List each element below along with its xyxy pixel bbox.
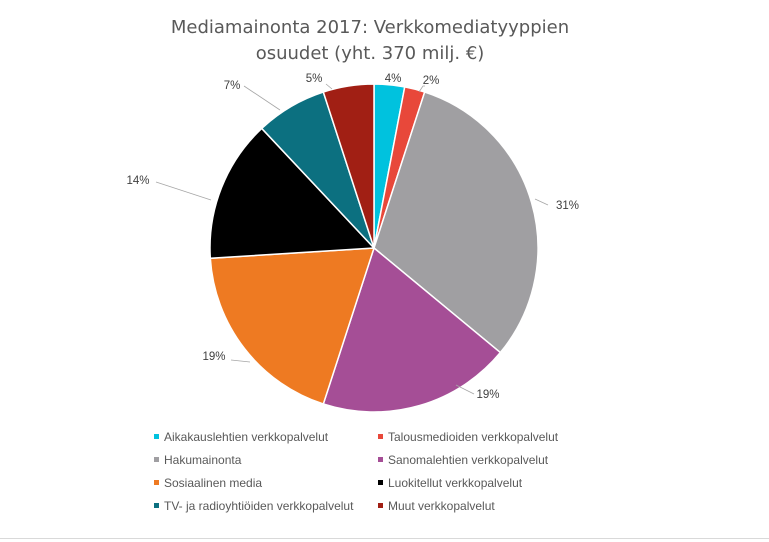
chart-title-line-2: osuudet (yht. 370 milj. €) bbox=[256, 43, 485, 64]
legend-item-8: Muut verkkopalvelut bbox=[378, 499, 495, 513]
leader-line-5 bbox=[230, 359, 251, 363]
legend-item-2: Talousmedioiden verkkopalvelut bbox=[378, 430, 559, 444]
legend-swatch-7 bbox=[154, 503, 159, 508]
legend-item-7: TV- ja radioyhtiöiden verkkopalvelut bbox=[154, 499, 354, 513]
legend-label-7: TV- ja radioyhtiöiden verkkopalvelut bbox=[164, 499, 354, 513]
legend-swatch-6 bbox=[378, 480, 383, 485]
data-label-4: 19% bbox=[476, 389, 499, 401]
leader-line-6 bbox=[155, 181, 212, 201]
legend-label-3: Hakumainonta bbox=[164, 453, 242, 467]
pie-slices bbox=[209, 83, 539, 413]
legend: Aikakauslehtien verkkopalvelut Talousmedi… bbox=[154, 430, 559, 513]
leader-line-2 bbox=[418, 85, 425, 93]
data-label-8: 5% bbox=[306, 73, 323, 85]
data-label-6: 14% bbox=[126, 175, 149, 187]
legend-item-4: Sanomalehtien verkkopalvelut bbox=[378, 453, 549, 467]
data-label-2: 2% bbox=[423, 75, 440, 87]
legend-swatch-4 bbox=[378, 457, 383, 462]
legend-label-2: Talousmedioiden verkkopalvelut bbox=[388, 430, 559, 444]
bottom-border bbox=[0, 538, 769, 539]
legend-swatch-2 bbox=[378, 434, 383, 439]
legend-label-5: Sosiaalinen media bbox=[164, 476, 262, 490]
legend-swatch-3 bbox=[154, 457, 159, 462]
legend-item-5: Sosiaalinen media bbox=[154, 476, 262, 490]
legend-item-3: Hakumainonta bbox=[154, 453, 242, 467]
data-label-7: 7% bbox=[224, 80, 241, 92]
legend-item-1: Aikakauslehtien verkkopalvelut bbox=[154, 430, 329, 444]
legend-swatch-8 bbox=[378, 503, 383, 508]
leader-line-4 bbox=[455, 384, 475, 395]
legend-label-1: Aikakauslehtien verkkopalvelut bbox=[164, 430, 329, 444]
pie-slice-5 bbox=[209, 247, 376, 405]
pie-slice-4 bbox=[322, 246, 502, 413]
legend-swatch-1 bbox=[154, 434, 159, 439]
pie-slice-6 bbox=[209, 127, 376, 260]
pie-slice-3 bbox=[373, 91, 539, 354]
data-labels: 4% 2% 31% 19% 19% 14% 7% 5% bbox=[126, 73, 579, 401]
chart-title-line-1: Mediamainonta 2017: Verkkomediatyyppien bbox=[171, 17, 569, 38]
legend-label-6: Luokitellut verkkopalvelut bbox=[388, 476, 523, 490]
chart-title: Mediamainonta 2017: Verkkomediatyyppien … bbox=[171, 17, 569, 64]
pie-slice-8 bbox=[322, 83, 375, 249]
data-label-5: 19% bbox=[202, 351, 225, 363]
data-label-3: 31% bbox=[556, 200, 579, 212]
leader-line-7 bbox=[243, 85, 281, 111]
leader-line-3 bbox=[534, 198, 549, 206]
leader-lines bbox=[155, 83, 549, 395]
legend-item-6: Luokitellut verkkopalvelut bbox=[378, 476, 523, 490]
legend-label-4: Sanomalehtien verkkopalvelut bbox=[388, 453, 549, 467]
legend-swatch-5 bbox=[154, 480, 159, 485]
legend-label-8: Muut verkkopalvelut bbox=[388, 499, 495, 513]
data-label-1: 4% bbox=[385, 73, 402, 85]
leader-line-8 bbox=[325, 83, 333, 90]
